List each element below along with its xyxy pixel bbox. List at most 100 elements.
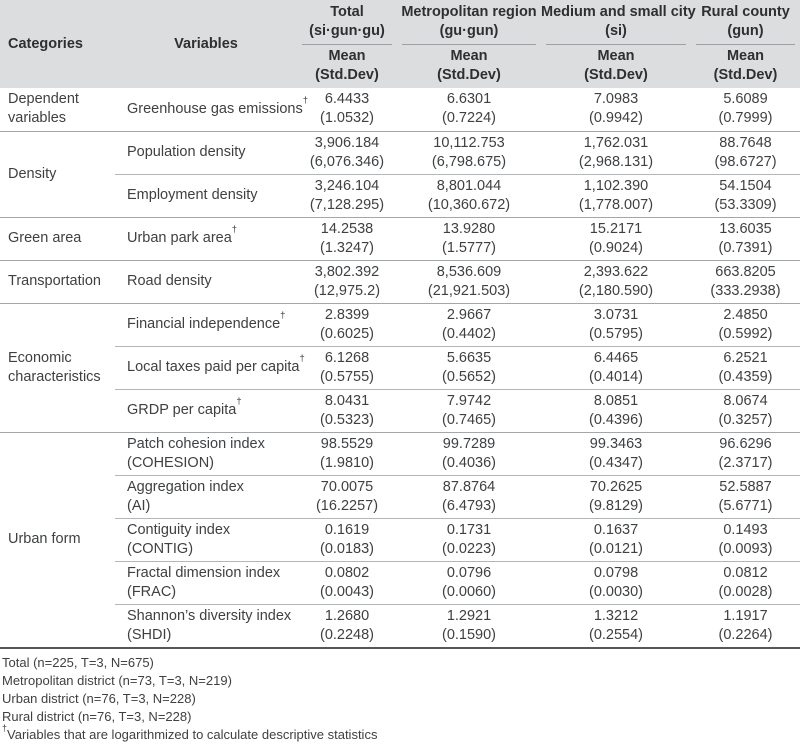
value-cell: 99.7289 (0.4036) [397, 431, 541, 475]
category-label: Dependent variables [8, 91, 79, 127]
value-cell: 15.2171 (0.9024) [541, 216, 691, 260]
std-value: (1.5777) [441, 239, 496, 256]
std-value: (2,180.590) [578, 282, 654, 299]
dagger-mark: † [231, 224, 238, 235]
value-cell: 5.6089 (0.7999) [691, 88, 800, 131]
std-value: (0.6025) [319, 325, 374, 342]
table-row: Green area Urban park area† 14.2538 (1.32… [0, 216, 800, 260]
header-col-metropolitan: Metropolitan region (gu·gun) Mean (Std.Dev… [397, 0, 541, 88]
dagger-mark: † [280, 310, 286, 321]
value-cell: 1.2680 (0.2248) [297, 603, 397, 648]
value-cell: 8,801.044 (10,360.672) [397, 173, 541, 217]
header-divider [302, 43, 392, 45]
category-cell: Dependent variables [0, 88, 115, 131]
variables-label: Variables [174, 36, 238, 52]
mean-value: 0.0812 [723, 564, 768, 581]
table-footnotes: Total (n=225, T=3, N=675) Metropolitan d… [0, 649, 800, 744]
std-value: (7,128.295) [309, 196, 385, 213]
std-value: (0.4396) [588, 411, 643, 428]
variable-name: Shannon’s diversity index [127, 607, 292, 624]
std-value: (333.2938) [710, 282, 781, 299]
col-subtitle: (gun) [727, 22, 764, 39]
std-value: (0.5755) [319, 368, 374, 385]
table-row: Density Population density 3,906.184 (6,0… [0, 130, 800, 217]
std-value: (6,798.675) [431, 153, 507, 170]
mean-value: 14.2538 [320, 220, 374, 237]
header-row: Categories Variables Total (si·gun·gu) Me… [0, 0, 800, 88]
std-value: (0.7224) [441, 110, 496, 127]
std-value: (53.3309) [714, 196, 777, 213]
variable-code: (CONTIG) [127, 540, 194, 557]
stat-sublabel: (Std.Dev) [315, 67, 379, 84]
category-cell: Transportation [0, 259, 115, 303]
std-value: (0.5652) [441, 368, 496, 385]
value-cell: 2.4850 (0.5992) [691, 302, 800, 346]
value-cell: 70.0075 (16.2257) [297, 474, 397, 518]
category-label: Transportation [8, 273, 101, 289]
value-cell: 8,536.609 (21,921.503) [397, 259, 541, 303]
std-value: (2.3717) [718, 454, 773, 471]
value-cell: 7.0983 (0.9942) [541, 88, 691, 131]
category-cell: Green area [0, 216, 115, 260]
variable-name: Local taxes paid per capita [127, 359, 300, 375]
stat-sublabel: (Std.Dev) [584, 67, 648, 84]
value-cell: 6.4433 (1.0532) [297, 88, 397, 131]
std-value: (0.2554) [588, 626, 643, 643]
variable-cell: Greenhouse gas emissions† [115, 88, 308, 131]
value-cell: 1.1917 (0.2264) [691, 603, 800, 648]
header-categories: Categories [0, 0, 115, 88]
std-value: (0.7999) [718, 110, 773, 127]
value-cell: 96.6296 (2.3717) [691, 431, 800, 475]
variable-cell: Local taxes paid per capita† [115, 345, 305, 389]
footnote-text: Variables that are logarithmized to calc… [7, 726, 378, 742]
variable-name: Aggregation index [127, 478, 244, 495]
mean-value: 8.0674 [723, 392, 768, 409]
mean-value: 0.1493 [723, 521, 768, 538]
mean-value: 15.2171 [589, 220, 643, 237]
table-row: Contiguity index (CONTIG) 0.1619 (0.0183) … [0, 517, 800, 561]
value-cell: 2.9667 (0.4402) [397, 302, 541, 346]
footnote-text: Rural district (n=76, T=3, N=228) [2, 708, 192, 724]
value-cell: 52.5887 (5.6771) [691, 474, 800, 518]
mean-value: 5.6089 [723, 91, 768, 108]
stat-sublabel: (Std.Dev) [437, 67, 501, 84]
mean-value: 13.6035 [719, 220, 772, 237]
value-cell: 10,112.753 (6,798.675) [397, 130, 541, 174]
variable-cell: Population density [115, 130, 297, 174]
mean-value: 3,802.392 [314, 263, 380, 280]
header-divider [696, 43, 795, 45]
value-cell: 13.9280 (1.5777) [397, 216, 541, 260]
std-value: (0.7391) [718, 239, 773, 256]
variable-name: Contiguity index [127, 521, 231, 538]
std-value: (98.6727) [714, 153, 777, 170]
mean-value: 8,536.609 [436, 263, 502, 280]
std-value: (0.5795) [588, 325, 643, 342]
value-cell: 1.3212 (0.2554) [541, 603, 691, 648]
variable-name: Employment density [127, 187, 258, 203]
mean-value: 3.0731 [593, 306, 639, 323]
mean-value: 52.5887 [719, 478, 772, 495]
mean-value: 6.4465 [593, 349, 639, 366]
std-value: (1.9810) [319, 454, 374, 471]
variable-name: Urban park area [127, 230, 232, 246]
header-divider [546, 43, 686, 45]
mean-value: 6.1268 [324, 349, 370, 366]
mean-value: 0.0798 [593, 564, 639, 581]
mean-value: 1.2680 [324, 607, 370, 624]
category-cell: Density [0, 130, 115, 217]
std-value: (0.4359) [718, 368, 773, 385]
variable-name: Financial independence [127, 316, 281, 332]
mean-value: 87.8764 [442, 478, 496, 495]
mean-value: 2,393.622 [583, 263, 649, 280]
value-cell: 54.1504 (53.3309) [691, 173, 800, 217]
std-value: (0.3257) [718, 411, 773, 428]
header-col-total: Total (si·gun·gu) Mean (Std.Dev) [297, 0, 397, 88]
col-subtitle: (si·gun·gu) [309, 22, 385, 39]
mean-value: 0.0802 [324, 564, 370, 581]
footnote: †Variables that are logarithmized to cal… [2, 723, 796, 744]
mean-value: 1.3212 [593, 607, 639, 624]
col-title: Rural county [701, 3, 790, 20]
value-cell: 88.7648 (98.6727) [691, 130, 800, 174]
value-cell: 0.1637 (0.0121) [541, 517, 691, 561]
std-value: (0.0030) [588, 583, 643, 600]
